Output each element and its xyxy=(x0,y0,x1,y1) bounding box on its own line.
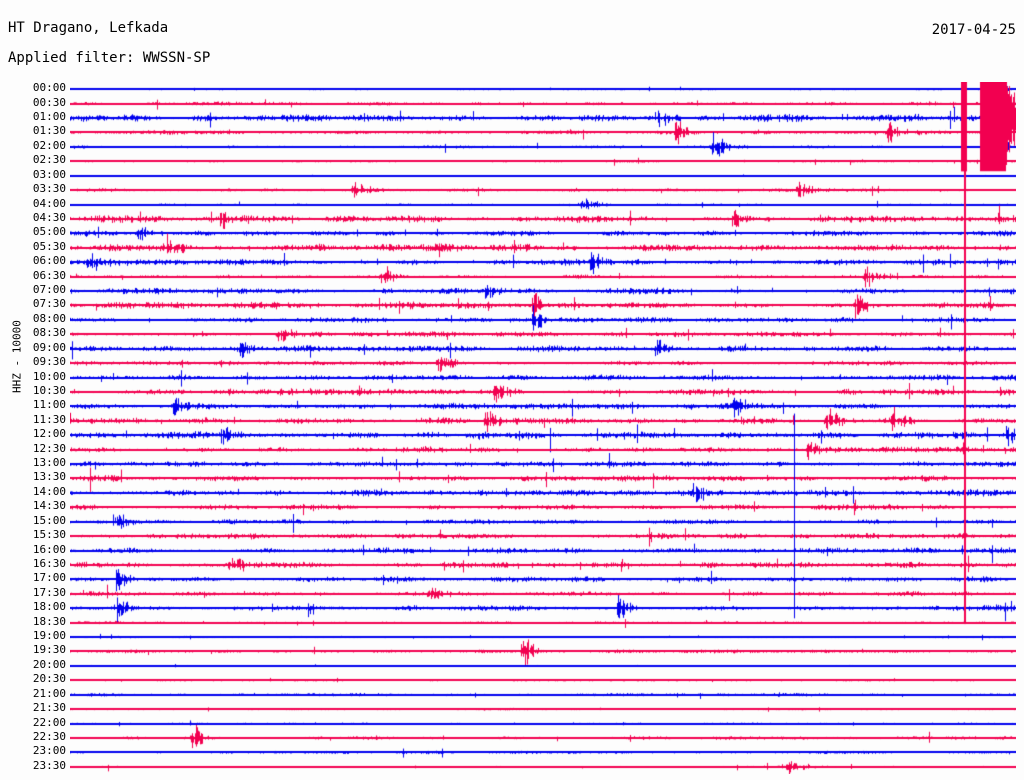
time-axis-tick-2100: 21:00 xyxy=(32,686,66,700)
time-axis-tick-1430: 14:30 xyxy=(32,499,66,513)
time-axis-tick-2000: 20:00 xyxy=(32,657,66,671)
time-axis-tick-0630: 06:30 xyxy=(32,268,66,282)
time-axis-tick-0030: 00:30 xyxy=(32,95,66,109)
time-axis-tick-0300: 03:00 xyxy=(32,167,66,181)
time-axis-tick-1000: 10:00 xyxy=(32,369,66,383)
time-axis-tick-2230: 22:30 xyxy=(32,729,66,743)
time-axis-tick-0330: 03:30 xyxy=(32,182,66,196)
time-axis-tick-0900: 09:00 xyxy=(32,340,66,354)
time-axis-tick-0500: 05:00 xyxy=(32,225,66,239)
page-title: HT Dragano, Lefkada xyxy=(8,20,169,36)
time-axis-tick-1030: 10:30 xyxy=(32,383,66,397)
time-axis-tick-1400: 14:00 xyxy=(32,484,66,498)
time-axis-tick-1600: 16:00 xyxy=(32,542,66,556)
time-axis-tick-0930: 09:30 xyxy=(32,355,66,369)
time-axis-tick-1830: 18:30 xyxy=(32,614,66,628)
time-axis-tick-1530: 15:30 xyxy=(32,528,66,542)
time-axis-tick-0230: 02:30 xyxy=(32,153,66,167)
time-axis-tick-0530: 05:30 xyxy=(32,239,66,253)
trace-canvas-wrap xyxy=(70,82,1016,774)
time-axis-tick-1900: 19:00 xyxy=(32,629,66,643)
time-axis-tick-1630: 16:30 xyxy=(32,556,66,570)
time-axis-tick-0400: 04:00 xyxy=(32,196,66,210)
time-axis-tick-1230: 12:30 xyxy=(32,441,66,455)
time-axis-tick-1330: 13:30 xyxy=(32,470,66,484)
filter-label: Applied filter: WWSSN-SP xyxy=(8,50,211,66)
time-axis-tick-1300: 13:00 xyxy=(32,456,66,470)
time-axis-labels: 00:00 00:30 01:00 01:30 02:00 02:30 03:00 03:30… xyxy=(0,82,66,774)
time-axis-tick-0200: 02:00 xyxy=(32,138,66,152)
helicorder-plot: 00:00 00:30 01:00 01:30 02:00 02:30 03:00 03:30… xyxy=(0,82,1024,774)
time-axis-tick-1200: 12:00 xyxy=(32,427,66,441)
time-axis-tick-0600: 06:00 xyxy=(32,254,66,268)
time-axis-tick-1730: 17:30 xyxy=(32,585,66,599)
time-axis-tick-1800: 18:00 xyxy=(32,600,66,614)
time-axis-tick-1500: 15:00 xyxy=(32,513,66,527)
time-axis-tick-2130: 21:30 xyxy=(32,701,66,715)
seismic-trace-canvas xyxy=(70,82,1016,774)
time-axis-tick-0130: 01:30 xyxy=(32,124,66,138)
time-axis-tick-0430: 04:30 xyxy=(32,210,66,224)
time-axis-tick-1930: 19:30 xyxy=(32,643,66,657)
time-axis-tick-2300: 23:00 xyxy=(32,744,66,758)
time-axis-tick-2030: 20:30 xyxy=(32,672,66,686)
time-axis-tick-1130: 11:30 xyxy=(32,412,66,426)
time-axis-tick-0830: 08:30 xyxy=(32,326,66,340)
time-axis-tick-1700: 17:00 xyxy=(32,571,66,585)
time-axis-tick-2200: 22:00 xyxy=(32,715,66,729)
time-axis-tick-0100: 01:00 xyxy=(32,110,66,124)
time-axis-tick-0000: 00:00 xyxy=(32,81,66,95)
time-axis-tick-1100: 11:00 xyxy=(32,398,66,412)
time-axis-tick-0700: 07:00 xyxy=(32,283,66,297)
time-axis-tick-0730: 07:30 xyxy=(32,297,66,311)
time-axis-tick-0800: 08:00 xyxy=(32,311,66,325)
time-axis-tick-2330: 23:30 xyxy=(32,758,66,772)
date-label: 2017-04-25 xyxy=(931,22,1016,38)
